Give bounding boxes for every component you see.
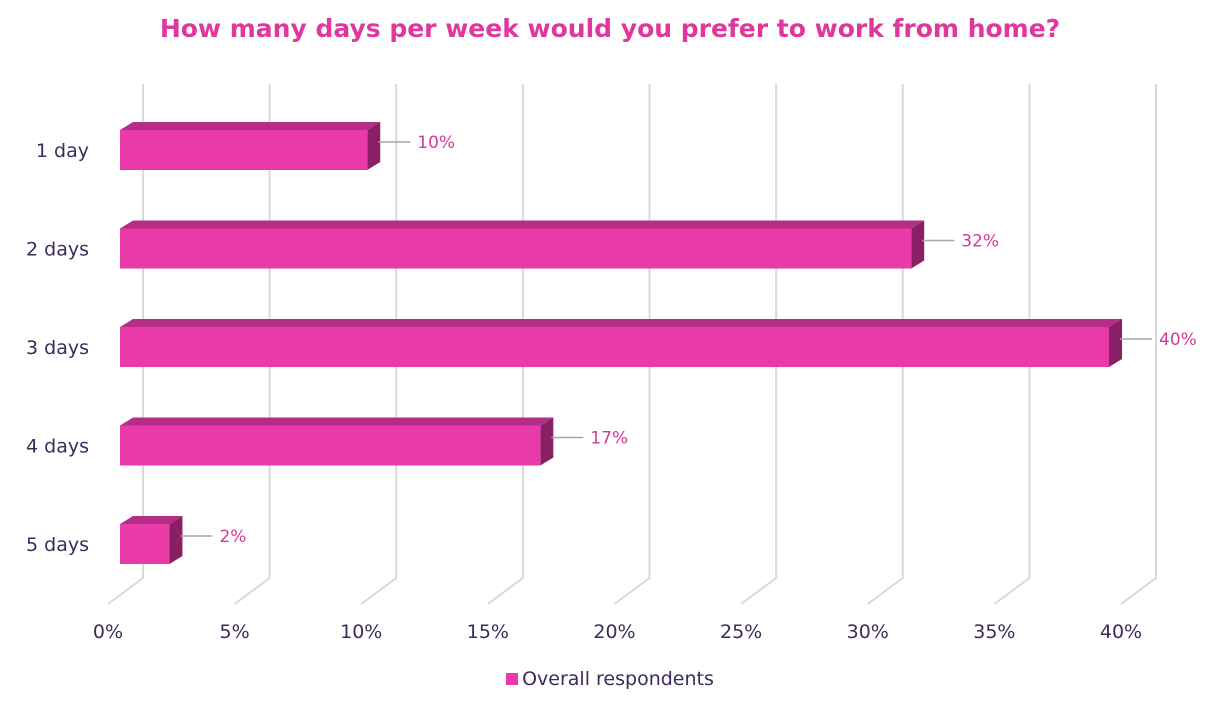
x-tick-label: 10% (340, 621, 382, 643)
x-tick-label: 5% (220, 621, 250, 643)
x-tick-label: 15% (467, 621, 509, 643)
bar-top (120, 122, 381, 130)
data-label: 40% (1159, 330, 1197, 350)
data-label: 10% (417, 133, 455, 153)
category-label: 2 days (26, 239, 89, 261)
x-tick-label: 40% (1100, 621, 1142, 643)
bar-side (1109, 319, 1122, 367)
data-labels: 10% 32% 40% 17% 2% (180, 133, 1197, 547)
bar (120, 228, 912, 269)
bar-top (120, 220, 925, 229)
bar (120, 425, 541, 466)
bar (120, 524, 170, 564)
gridline (1120, 84, 1157, 605)
x-tick-label: 20% (593, 621, 635, 643)
bar-side (540, 417, 554, 466)
category-label: 1 day (36, 140, 89, 162)
bar-top (120, 319, 1122, 327)
category-label: 3 days (26, 337, 89, 359)
chart-title: How many days per week would you prefer … (159, 14, 1061, 43)
bar-side (911, 220, 925, 269)
bar-side (367, 122, 381, 170)
x-axis-tick-labels: 0% 5% 10% 15% 20% 25% 30% 35% 40% (93, 621, 1142, 643)
category-label: 5 days (26, 534, 89, 556)
data-label: 32% (961, 232, 999, 252)
category-label: 4 days (26, 436, 89, 458)
data-label: 2% (219, 527, 246, 547)
bar-top (120, 417, 554, 426)
legend-swatch (506, 673, 519, 685)
legend: Overall respondents (0, 668, 1220, 690)
x-tick-label: 0% (93, 621, 123, 643)
bar-side (169, 516, 183, 564)
data-label: 17% (590, 429, 628, 449)
legend-label: Overall respondents (522, 668, 714, 690)
gridline (993, 84, 1031, 605)
x-tick-label: 25% (720, 621, 762, 643)
bar (120, 130, 368, 170)
category-labels: 1 day 2 days 3 days 4 days 5 days (26, 140, 89, 556)
x-tick-label: 35% (973, 621, 1015, 643)
bar (120, 327, 1109, 367)
x-tick-label: 30% (847, 621, 889, 643)
bar-top (120, 516, 183, 524)
bars (120, 122, 1122, 564)
